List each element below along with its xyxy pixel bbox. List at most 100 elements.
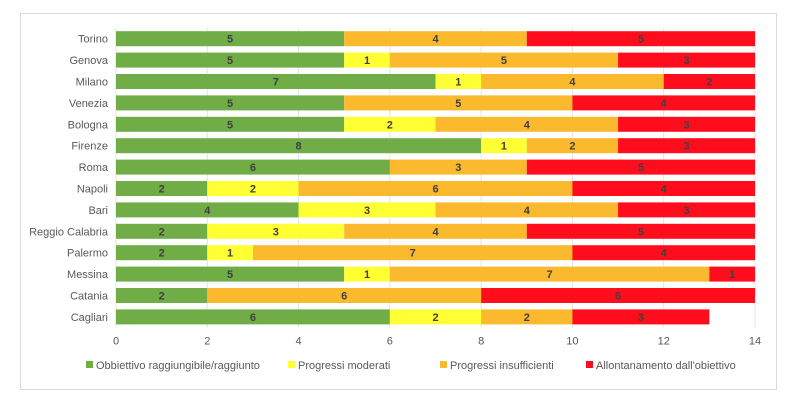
data-label: 5 [227,119,233,131]
x-tick-label: 4 [296,336,302,348]
bar-segment [116,138,482,154]
bar-segment [344,95,573,111]
category-label: Palermo [67,248,108,260]
bar-segment [116,309,390,325]
bar-segment [481,309,573,325]
data-label: 4 [524,205,531,217]
bar-segment [116,95,345,111]
data-label: 5 [227,269,233,281]
category-label: Torino [78,34,108,46]
data-label: 8 [296,141,302,153]
legend: Obbiettivo raggiungibile/raggiunto Progre… [86,360,736,372]
bars: 5 4 5 5 1 5 3 7 1 4 2 5 5 4 5 2 4 3 8 1 2 3 6 3 5 2 2 6 4 4 3 4 3 2 3 4 5 2 1 7… [116,31,755,325]
data-label: 5 [638,34,644,46]
category-label: Firenze [71,141,108,153]
data-label: 1 [729,269,735,281]
data-label: 5 [455,98,461,110]
legend-swatch [86,361,93,368]
bar-segment [207,288,482,303]
bar-segment [618,116,755,132]
data-label: 3 [683,141,689,153]
data-label: 3 [683,205,689,217]
bar-segment [389,52,619,68]
data-label: 5 [501,55,507,67]
data-label: 3 [683,55,689,67]
data-label: 6 [615,291,621,303]
legend-label: Obbiettivo raggiungibile/raggiunto [96,360,260,372]
x-tick-label: 10 [566,336,578,348]
data-label: 2 [250,184,256,196]
data-label: 3 [683,119,689,131]
data-label: 5 [638,162,644,174]
bar-segment [389,159,527,175]
data-label: 3 [273,226,279,238]
bar-segment [389,266,710,282]
bar-segment [116,181,208,196]
legend-swatch [440,361,447,368]
bar-segment [572,245,755,261]
legend-swatch [288,361,295,368]
bar-segment [526,223,755,239]
bar-segment [389,309,482,325]
bar-segment [116,223,208,239]
data-label: 4 [661,248,668,260]
data-label: 4 [569,77,576,89]
gridlines [115,28,756,328]
data-label: 6 [432,184,438,196]
data-label: 5 [227,98,233,110]
data-label: 2 [159,291,165,303]
bar-segment [116,52,345,68]
x-tick-label: 14 [749,336,761,348]
data-label: 6 [250,162,256,174]
data-label: 4 [432,226,439,238]
bar-segment [344,223,527,239]
data-label: 6 [250,312,256,324]
data-label: 2 [706,77,712,89]
legend-label: Progressi moderati [298,360,390,372]
bar-segment [435,74,482,89]
x-tick-label: 8 [478,336,484,348]
bar-segment [481,74,664,89]
category-label: Roma [79,162,109,174]
data-label: 4 [661,98,668,110]
data-label: 4 [204,205,211,217]
bar-segment [481,138,527,154]
bar-segment [298,181,573,196]
bar-segment [618,52,755,68]
bar-segment [252,245,573,261]
x-tick-label: 2 [204,336,210,348]
x-tick-label: 12 [658,336,670,348]
bar-segment [344,266,390,282]
data-label: 4 [432,34,439,46]
data-label: 1 [227,248,233,260]
category-label: Napoli [77,184,108,196]
data-label: 7 [273,77,279,89]
data-label: 2 [569,141,575,153]
x-tick-label: 0 [113,336,119,348]
data-label: 1 [364,55,370,67]
x-axis-tick-labels: 0 2 4 6 8 10 12 14 [113,336,761,348]
bar-segment [116,288,208,303]
data-label: 5 [227,55,233,67]
bar-segment [481,288,755,303]
data-label: 2 [387,119,393,131]
data-label: 3 [364,205,370,217]
bar-segment [344,52,390,68]
bar-segment [116,116,345,132]
bar-segment [207,181,299,196]
bar-segment [116,159,390,175]
data-label: 4 [661,184,668,196]
bar-segment [344,116,436,132]
data-label: 2 [524,312,530,324]
data-label: 5 [227,34,233,46]
bar-segment [298,202,436,218]
bar-segment [116,74,436,89]
data-label: 7 [547,269,553,281]
bar-segment [207,245,253,261]
category-label: Cagliari [71,312,108,324]
bar-segment [435,202,619,218]
bar-segment [207,223,345,239]
category-label: Messina [67,269,109,281]
bar-segment [116,202,299,218]
